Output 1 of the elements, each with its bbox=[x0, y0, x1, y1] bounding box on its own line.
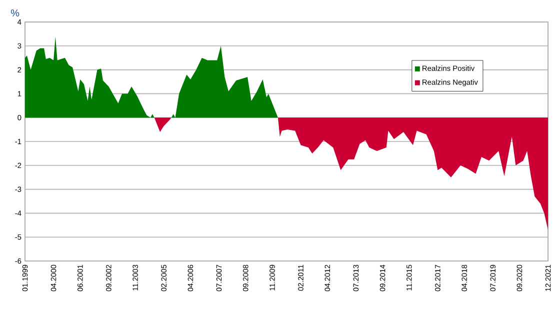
y-axis-title: % bbox=[10, 9, 20, 16]
